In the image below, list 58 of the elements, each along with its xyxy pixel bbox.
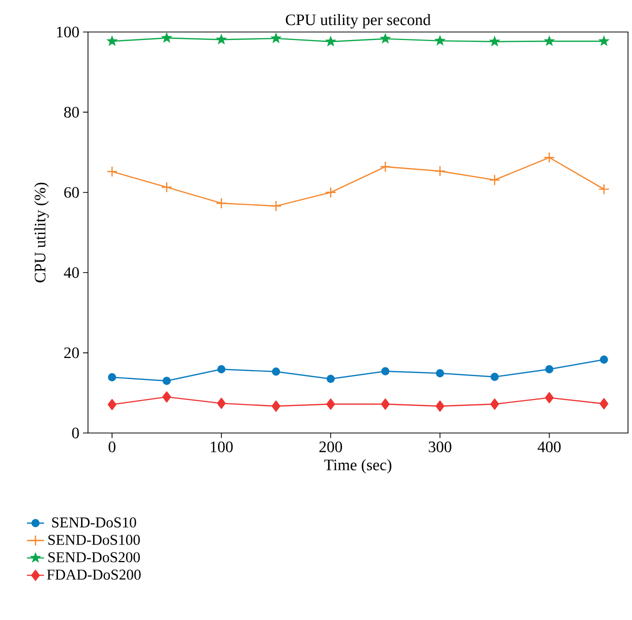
x-tick-label: 300 (428, 442, 452, 452)
legend-label: SEND-DoS10 (52, 517, 136, 528)
point (106, 166, 118, 178)
point (380, 161, 391, 172)
point (161, 32, 172, 43)
point (272, 368, 280, 376)
point (108, 398, 116, 410)
point (272, 400, 280, 412)
point (326, 374, 335, 383)
point (381, 367, 390, 376)
y-tick-label: 100 (56, 26, 79, 38)
point (598, 35, 610, 46)
point (434, 166, 446, 177)
point (380, 32, 392, 44)
y-tick-label: 20 (64, 347, 79, 358)
point (545, 365, 554, 374)
point (161, 182, 172, 193)
point (324, 36, 336, 46)
y-tick-label: 40 (64, 267, 79, 278)
point (380, 398, 390, 410)
point (217, 365, 226, 374)
point (436, 369, 444, 378)
point (436, 400, 444, 412)
point (489, 174, 500, 186)
legend-label: SEND-DoS200 (48, 552, 140, 562)
x-tick-label: 0 (108, 442, 116, 452)
point (490, 398, 499, 410)
point (108, 373, 116, 382)
point (106, 35, 118, 46)
point (544, 152, 555, 164)
point (326, 398, 336, 410)
legend-label: SEND-DoS100 (48, 534, 140, 545)
y-tick-label: 80 (64, 106, 79, 118)
point (544, 392, 554, 404)
point (162, 376, 171, 385)
legend-label: FDAD-DoS200 (47, 570, 141, 580)
point (434, 34, 446, 46)
x-tick-label: 400 (538, 442, 561, 452)
point (162, 391, 172, 402)
point (488, 36, 500, 46)
x-axis-title: Time (sec) (324, 459, 392, 474)
point (216, 198, 227, 209)
point (544, 35, 555, 46)
point (270, 200, 282, 212)
chart-title: CPU utility per second (286, 14, 431, 28)
point (216, 34, 228, 44)
point (217, 398, 226, 409)
x-tick-label: 200 (319, 442, 342, 452)
y-axis-title: CPU utility (%) (34, 182, 49, 282)
x-tick-label: 100 (210, 442, 233, 452)
point (598, 184, 610, 195)
y-tick-label: 0 (72, 428, 79, 438)
point (600, 356, 608, 364)
point (270, 32, 282, 44)
point (490, 372, 499, 381)
point (325, 186, 336, 198)
point (600, 398, 608, 410)
y-tick-label: 60 (64, 187, 79, 198)
